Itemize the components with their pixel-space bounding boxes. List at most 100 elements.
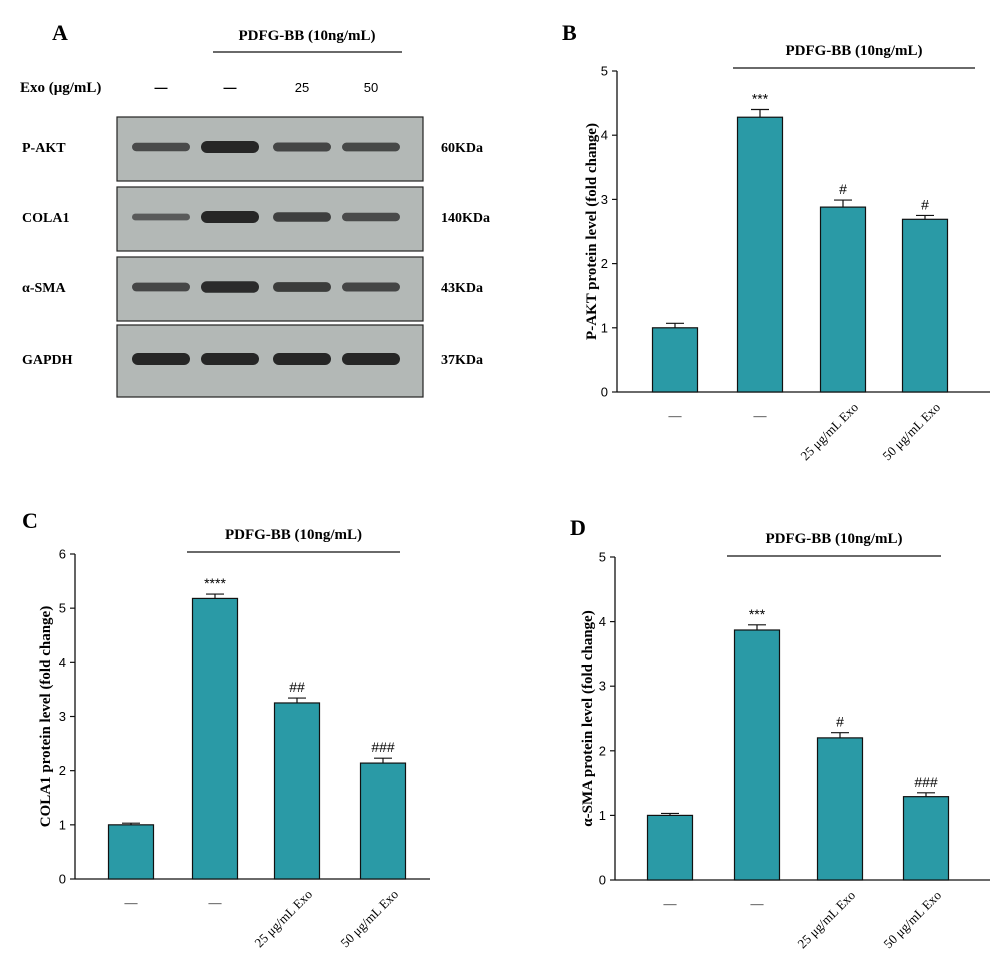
significance-mark-3: ## <box>289 679 305 695</box>
blot-band-lane-3 <box>273 142 331 152</box>
bar-1 <box>107 824 155 880</box>
blot-band-lane-1 <box>132 213 190 221</box>
y-tick-label: 1 <box>599 808 606 823</box>
y-tick-label: 1 <box>601 320 608 335</box>
y-tick-label: 0 <box>59 872 66 887</box>
y-axis-label: COLA1 protein level (fold change) <box>38 606 54 827</box>
treatment-label: PDFG-BB (10ng/mL) <box>765 531 902 547</box>
blot-band-lane-4 <box>342 142 400 152</box>
y-tick-label: 2 <box>59 763 66 778</box>
y-tick-label: 0 <box>601 385 608 400</box>
blot-band-lane-1 <box>132 353 190 365</box>
panel-c-cola1-chart: C 0 1 2 3 4 5 6 COLA1 protein level (fold change… <box>22 508 430 950</box>
blot-protein-label: COLA1 <box>22 211 69 226</box>
bar-2 <box>191 597 239 880</box>
panel-d-asma-chart: D 0 1 2 3 4 5 α-SMA protein level (fold change)… <box>570 515 990 951</box>
exo-dose-label: Exo (μg/mL) <box>20 80 101 96</box>
blot-band-lane-2 <box>201 141 259 153</box>
significance-mark-3: # <box>839 181 847 197</box>
y-axis-label: α-SMA protein level (fold change) <box>580 610 596 826</box>
significance-mark-3: # <box>836 714 844 730</box>
bar-2 <box>733 629 781 881</box>
y-tick-label: 2 <box>601 256 608 271</box>
significance-mark-4: ### <box>371 739 395 755</box>
blot-row-4: GAPDH 37KDa <box>22 324 483 398</box>
significance-mark-4: # <box>921 196 929 212</box>
y-tick-label: 3 <box>599 679 606 694</box>
bar-4 <box>902 796 950 881</box>
y-tick-label: 4 <box>601 128 608 143</box>
y-tick-label: 6 <box>59 547 66 562</box>
y-tick-label: 5 <box>59 601 66 616</box>
x-tick-label-3: 25 μg/mL Exo <box>794 888 858 952</box>
blot-band-lane-4 <box>342 212 400 222</box>
blot-band-lane-4 <box>342 353 400 365</box>
y-tick-label: 5 <box>599 550 606 565</box>
panel-letter: C <box>22 508 38 533</box>
panel-letter: B <box>562 20 577 45</box>
x-tick-label-1: — <box>668 408 683 423</box>
blot-band-lane-3 <box>273 353 331 365</box>
exo-dose-row: — — 25 50 <box>155 80 379 95</box>
y-tick-label: 0 <box>599 873 606 888</box>
x-tick-label-1: — <box>663 896 678 911</box>
blot-size-label: 140KDa <box>441 211 490 226</box>
y-tick-label: 3 <box>601 192 608 207</box>
blot-row-2: COLA1 140KDa <box>22 186 490 252</box>
blot-protein-label: GAPDH <box>22 353 73 368</box>
x-tick-label-3: 25 μg/mL Exo <box>797 400 861 464</box>
blot-size-label: 60KDa <box>441 141 483 156</box>
y-axis-label: P-AKT protein level (fold change) <box>584 123 600 340</box>
x-tick-label-1: — <box>124 895 139 910</box>
blot-band-lane-1 <box>132 282 190 292</box>
blot-row-1: P-AKT 60KDa <box>22 116 483 182</box>
x-tick-label-2: — <box>750 896 765 911</box>
blot-band-lane-4 <box>342 282 400 292</box>
exo-dose-1: — <box>155 80 168 95</box>
significance-mark-4: ### <box>914 774 938 790</box>
y-tick-label: 2 <box>599 743 606 758</box>
blot-protein-label: P-AKT <box>22 141 66 156</box>
treatment-label: PDFG-BB (10ng/mL) <box>225 527 362 543</box>
bar-3 <box>816 737 864 881</box>
panel-a-western-blot: A PDFG-BB (10ng/mL) Exo (μg/mL) — — 25 50 P… <box>20 20 490 398</box>
bar-1 <box>646 814 694 881</box>
bar-4 <box>901 218 949 393</box>
bar-1 <box>651 327 699 393</box>
blot-band-lane-2 <box>201 353 259 365</box>
treatment-label: PDFG-BB (10ng/mL) <box>785 43 922 59</box>
blot-band-lane-1 <box>132 142 190 152</box>
panel-letter: D <box>570 515 586 540</box>
x-tick-label-3: 25 μg/mL Exo <box>251 887 315 951</box>
blot-band-lane-3 <box>273 212 331 222</box>
blot-rows: P-AKT 60KDa COLA1 140KDa α-SMA 43KDa GAPDH 37KD… <box>22 116 490 398</box>
y-tick-label: 1 <box>59 817 66 832</box>
blot-band-lane-2 <box>201 211 259 223</box>
x-tick-label-4: 50 μg/mL Exo <box>880 888 944 952</box>
x-tick-label-2: — <box>753 408 768 423</box>
bar-3 <box>273 702 321 880</box>
bar-4 <box>359 762 407 880</box>
bar-3 <box>819 206 867 393</box>
panel-a-treatment-label: PDFG-BB (10ng/mL) <box>238 28 375 44</box>
significance-mark-2: *** <box>749 606 766 622</box>
exo-dose-2: — <box>224 80 237 95</box>
bar-2 <box>736 116 784 393</box>
significance-mark-2: **** <box>204 575 226 591</box>
blot-row-3: α-SMA 43KDa <box>22 256 483 322</box>
blot-band-lane-3 <box>273 282 331 292</box>
y-tick-label: 3 <box>59 709 66 724</box>
blot-band-lane-2 <box>201 281 259 293</box>
blot-protein-label: α-SMA <box>22 281 66 296</box>
y-tick-label: 5 <box>601 64 608 79</box>
panel-letter-a: A <box>52 20 68 45</box>
significance-mark-2: *** <box>752 91 769 107</box>
x-tick-label-2: — <box>208 895 223 910</box>
x-tick-label-4: 50 μg/mL Exo <box>879 400 943 464</box>
exo-dose-4: 50 <box>364 80 378 95</box>
panel-b-pakt-chart: B 0 1 2 3 4 5 P-AKT protein level (fold change)… <box>562 20 990 463</box>
y-tick-label: 4 <box>599 614 606 629</box>
blot-size-label: 37KDa <box>441 353 483 368</box>
blot-size-label: 43KDa <box>441 281 483 296</box>
